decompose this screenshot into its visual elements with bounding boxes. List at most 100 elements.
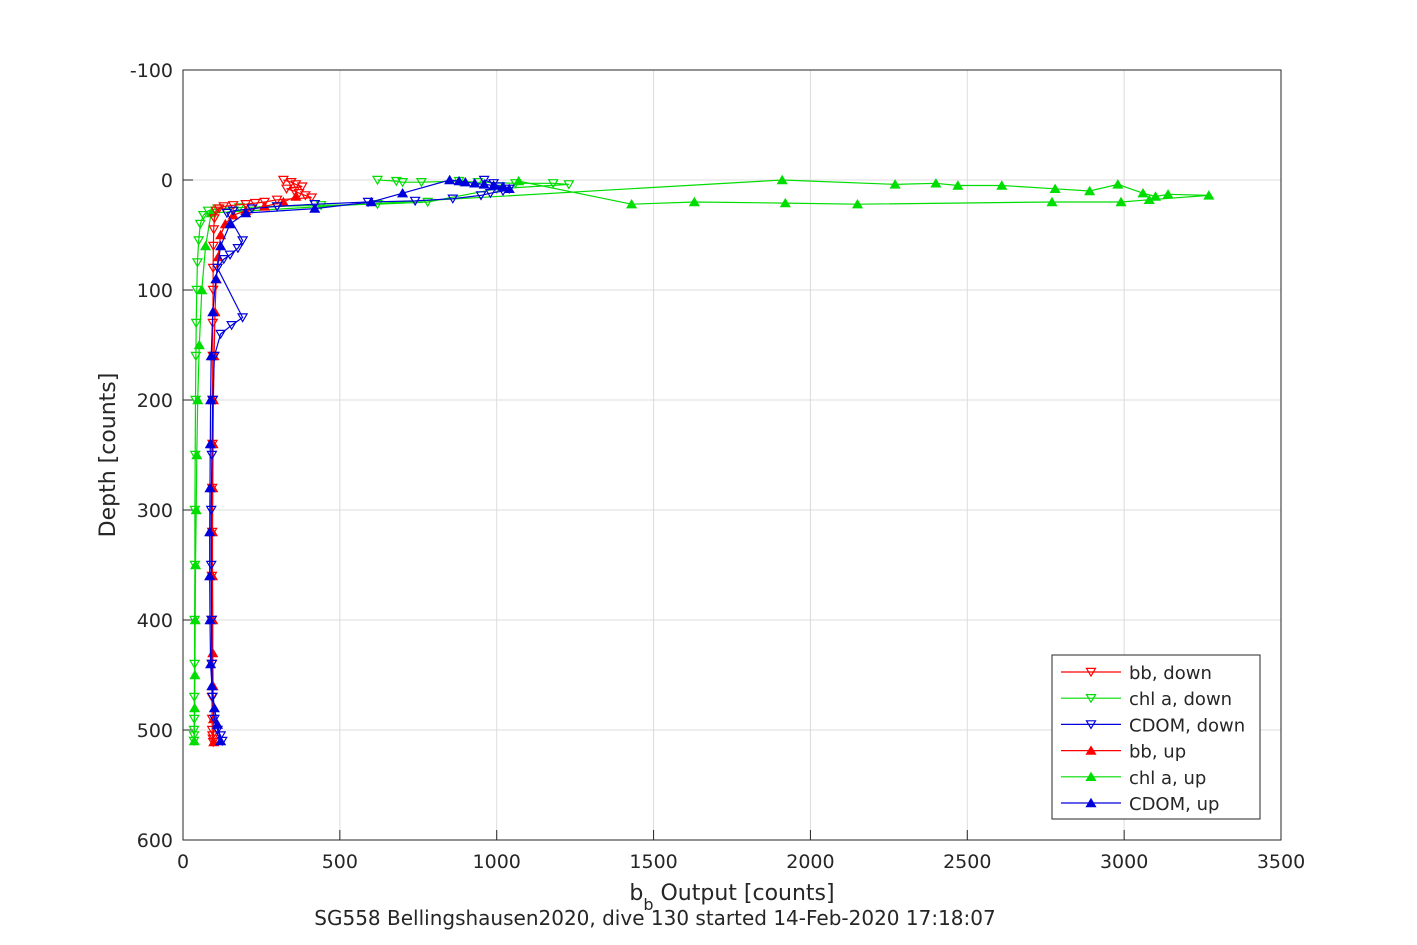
data-point [215, 240, 227, 251]
data-point [444, 174, 456, 185]
data-point [306, 193, 318, 203]
data-point [210, 206, 222, 217]
data-point [1203, 190, 1215, 200]
data-point [1137, 187, 1149, 198]
x-axis-label: bb Output [counts] [629, 881, 834, 914]
data-point [1149, 191, 1162, 201]
data-point [206, 450, 218, 461]
data-point [197, 211, 209, 221]
data-point [1143, 194, 1155, 204]
data-point [1049, 183, 1061, 193]
legend-swatch-marker [1085, 771, 1097, 781]
data-point [213, 204, 225, 214]
data-point [249, 198, 261, 209]
data-point [205, 394, 217, 405]
data-point [478, 175, 490, 186]
data-point [205, 658, 217, 669]
data-point [259, 197, 271, 208]
data-point [497, 181, 509, 191]
data-point [218, 255, 230, 265]
data-point [776, 174, 788, 185]
data-point [206, 725, 218, 736]
data-point [237, 236, 249, 246]
data-point [204, 570, 216, 581]
legend-label: CDOM, down [1129, 715, 1245, 736]
legend-entry: bb, down [1061, 663, 1212, 684]
data-point [205, 560, 217, 571]
data-point [397, 178, 409, 188]
legend-entry: chl a, up [1061, 768, 1206, 789]
data-point [246, 204, 258, 214]
legend-items: bb, down chl a, down CDOM, down bb, up chl a… [1061, 663, 1245, 815]
data-point [563, 180, 575, 190]
data-point [227, 201, 239, 211]
data-point [215, 329, 227, 340]
y-tick-label: 600 [137, 830, 173, 852]
legend-label: bb, up [1129, 742, 1186, 763]
data-point [779, 197, 791, 208]
data-point [215, 735, 227, 746]
data-point [409, 196, 421, 207]
legend: bb, down chl a, down CDOM, down bb, up chl a… [1051, 654, 1261, 820]
legend-swatch-marker [1085, 720, 1097, 730]
data-point [288, 186, 300, 197]
x-tick-label: 1500 [629, 851, 677, 873]
data-point [626, 198, 638, 209]
data-point [189, 669, 201, 680]
data-point [851, 198, 864, 209]
data-point [200, 240, 212, 251]
data-point [422, 197, 434, 208]
data-point [194, 219, 206, 230]
data-point [207, 241, 219, 252]
legend-entry: chl a, down [1061, 689, 1232, 710]
data-point [475, 191, 487, 201]
legend-swatch-marker [1085, 797, 1097, 808]
data-point [215, 731, 227, 741]
x-axis-label-rest: Output [counts] [654, 881, 835, 906]
data-point [996, 180, 1008, 190]
data-point [447, 194, 459, 204]
data-point [190, 318, 202, 329]
data-point [237, 313, 249, 323]
legend-label: bb, down [1129, 663, 1212, 684]
data-point [196, 284, 208, 295]
legend-swatch-marker [1085, 745, 1097, 755]
data-point [204, 614, 216, 625]
x-tick-label: 1000 [473, 851, 521, 873]
data-point [397, 187, 409, 198]
data-point [1046, 196, 1058, 207]
data-point [889, 179, 901, 189]
data-point [469, 178, 481, 188]
data-point [277, 175, 289, 186]
data-point [189, 559, 202, 570]
data-point [205, 505, 217, 516]
data-point [224, 218, 236, 229]
x-tick-label: 2500 [943, 851, 991, 873]
data-point [513, 175, 525, 186]
x-tick-label: 3500 [1257, 851, 1305, 873]
legend-swatch-marker [1085, 667, 1097, 678]
y-tick-label: 400 [137, 610, 173, 632]
data-point [204, 526, 216, 537]
data-point [459, 176, 471, 187]
legend-label: chl a, up [1129, 768, 1206, 789]
y-tick-label: 100 [137, 280, 173, 302]
data-point [232, 244, 244, 254]
y-tick-label: -100 [130, 60, 173, 82]
data-point [207, 306, 219, 317]
data-point [503, 183, 515, 193]
data-point [208, 214, 220, 224]
data-point [190, 351, 202, 362]
legend-entry: bb, up [1061, 742, 1186, 763]
data-point [208, 702, 220, 713]
data-point [190, 504, 202, 515]
data-point [189, 614, 201, 625]
data-point [204, 438, 216, 449]
legend-swatch-marker [1085, 694, 1097, 704]
data-point [208, 225, 220, 235]
x-tick-label: 500 [322, 851, 358, 873]
legend-label: chl a, down [1129, 689, 1232, 710]
legend-label: CDOM, up [1129, 794, 1219, 815]
data-point [215, 229, 227, 240]
data-point [188, 735, 200, 746]
